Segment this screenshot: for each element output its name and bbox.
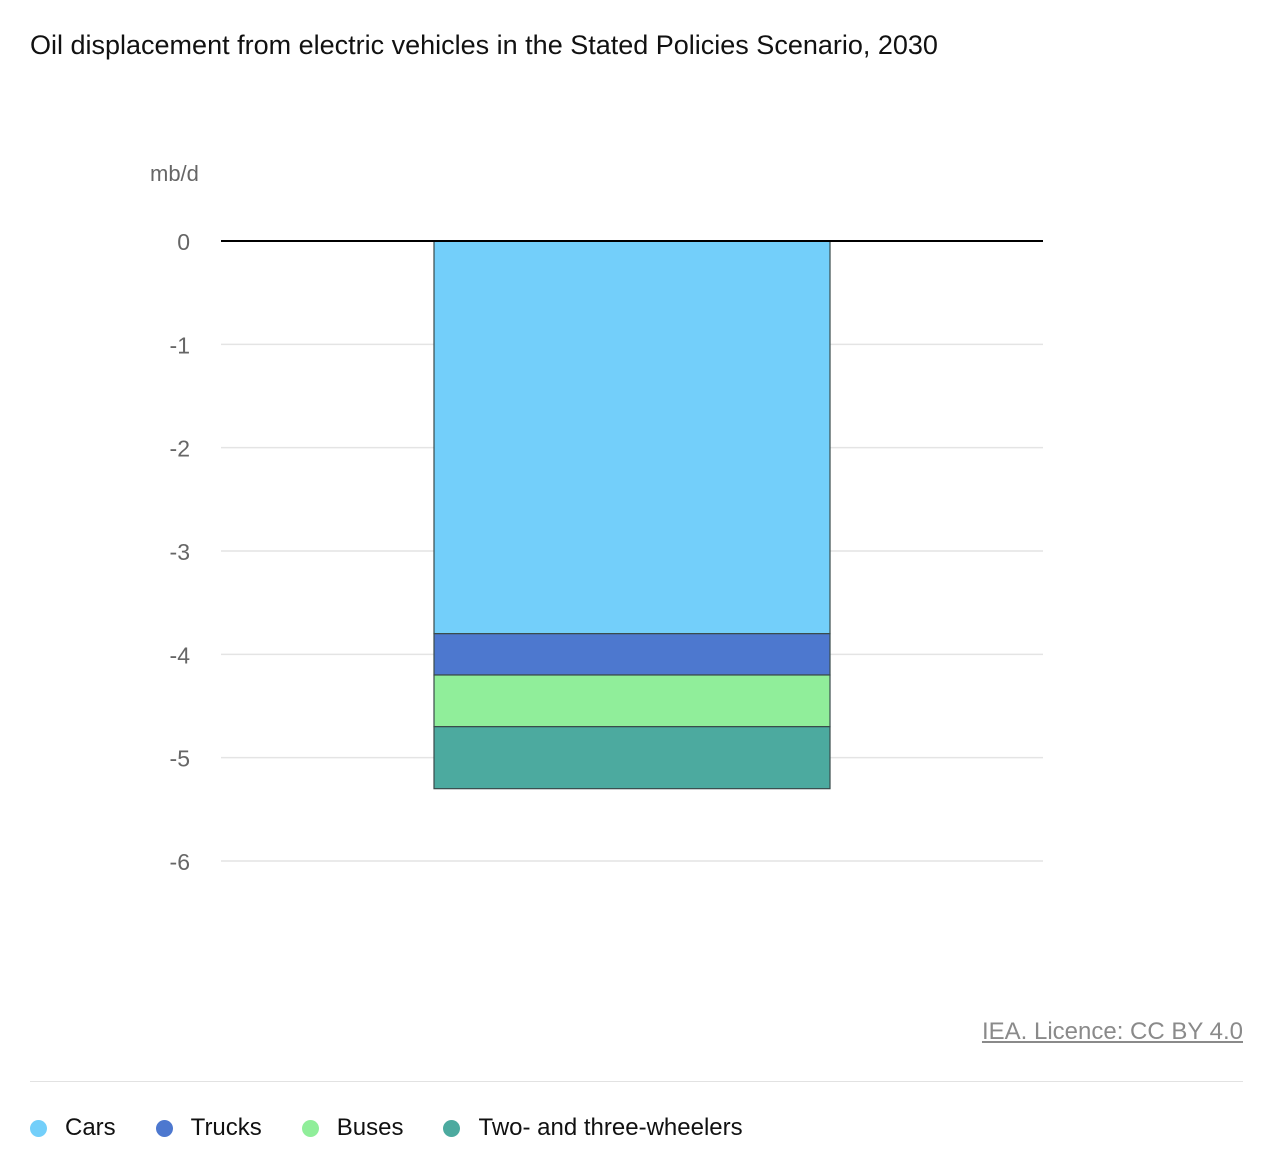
y-tick-label: -5 [170, 746, 190, 772]
legend-swatch [301, 1119, 319, 1137]
y-axis-label: mb/d [150, 161, 199, 186]
legend-label: Trucks [190, 1114, 262, 1141]
legend-item[interactable]: Buses [301, 1114, 404, 1142]
y-tick-label: -6 [170, 849, 190, 875]
legend-swatch [155, 1119, 173, 1137]
y-tick-label: -2 [170, 436, 190, 462]
y-tick-label: -1 [170, 332, 190, 358]
bar-stack [433, 240, 831, 790]
bar-segment-two-and-three-wheelers[interactable] [433, 726, 831, 790]
chart-title: Oil displacement from electric vehicles … [30, 30, 938, 60]
legend-label: Buses [336, 1114, 404, 1141]
legend-swatch [443, 1119, 461, 1137]
y-tick-label: -3 [170, 539, 190, 565]
bar-segment-cars[interactable] [433, 240, 831, 635]
legend-item[interactable]: Cars [30, 1114, 116, 1142]
legend-divider [30, 1081, 1243, 1082]
legend-swatch [30, 1119, 47, 1137]
bar-segment-trucks[interactable] [433, 633, 831, 676]
y-tick-label: -4 [170, 642, 191, 668]
bar-segment-buses[interactable] [433, 674, 831, 728]
y-tick-label: 0 [177, 229, 190, 255]
y-axis-ticks: 0 -1 -2 -3 -4 -5 -6 [170, 229, 191, 875]
legend: Cars Trucks Buses Two- and three-wheelers [30, 1114, 783, 1142]
legend-item[interactable]: Two- and three-wheelers [443, 1114, 743, 1142]
legend-label: Two- and three-wheelers [478, 1114, 743, 1141]
legend-label: Cars [65, 1114, 116, 1141]
licence-link[interactable]: IEA. Licence: CC BY 4.0 [981, 1018, 1243, 1045]
chart-plot: 0 -1 -2 -3 -4 -5 -6 mb/d [150, 161, 1043, 875]
legend-item[interactable]: Trucks [155, 1114, 262, 1142]
